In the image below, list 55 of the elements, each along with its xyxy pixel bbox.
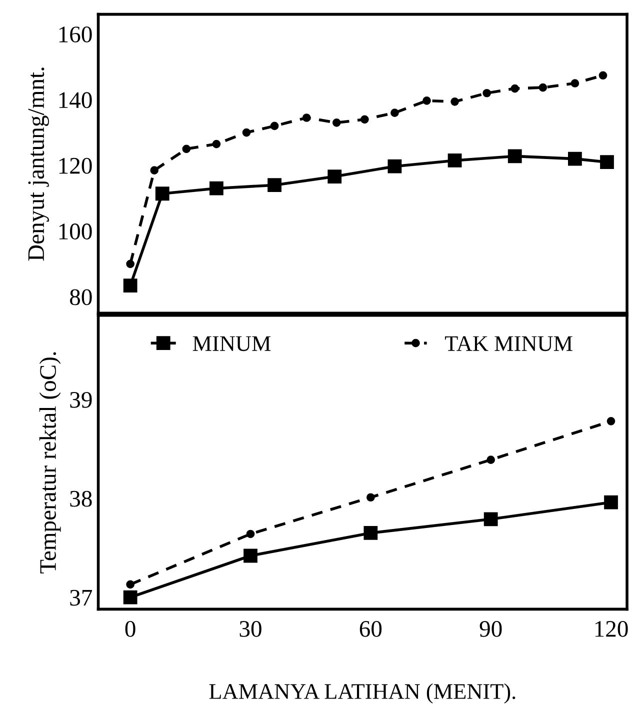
y-tick-label: 140 <box>59 92 92 108</box>
point <box>388 159 402 174</box>
point <box>600 155 614 170</box>
point <box>126 260 134 268</box>
point <box>209 181 224 196</box>
point <box>212 140 221 148</box>
point <box>422 96 431 105</box>
point <box>598 71 608 80</box>
point <box>302 114 311 122</box>
point <box>366 493 375 502</box>
point <box>126 580 134 589</box>
y-tick-label: 120 <box>59 158 92 174</box>
y-tick-label: 39 <box>70 392 92 408</box>
point <box>360 115 369 124</box>
point <box>606 417 616 426</box>
point <box>332 118 341 127</box>
point <box>268 178 282 192</box>
point <box>364 526 378 540</box>
point <box>328 170 342 184</box>
x-tick-label: 90 <box>480 620 502 637</box>
y-tick-label: 160 <box>59 26 92 42</box>
x-axis-title: LAMANYA LATIHAN (MENIT). <box>209 683 516 704</box>
point <box>123 590 138 604</box>
y-tick-label: 80 <box>70 289 92 306</box>
point <box>604 495 618 510</box>
y-tick-label: 37 <box>70 590 92 606</box>
point <box>508 149 522 164</box>
y-tick-label: 38 <box>70 490 92 507</box>
point <box>123 278 138 293</box>
y-axis-title: Temperatur rektal (oC). <box>39 352 61 574</box>
point <box>450 97 459 106</box>
point <box>270 122 279 130</box>
legend-label: MINUM <box>192 336 271 352</box>
point <box>182 144 191 154</box>
x-tick-label: 60 <box>360 620 382 637</box>
x-tick-label: 120 <box>595 620 628 637</box>
point <box>155 186 170 201</box>
point <box>486 456 495 464</box>
point <box>484 512 498 526</box>
point <box>448 154 462 168</box>
point <box>150 166 159 174</box>
point <box>482 88 491 98</box>
legend-label: TAK MINUM <box>444 336 572 352</box>
x-tick-label: 30 <box>240 620 262 637</box>
point <box>246 530 255 538</box>
point <box>538 83 548 92</box>
point <box>570 79 580 88</box>
point <box>242 128 251 137</box>
y-tick-label: 100 <box>59 224 92 240</box>
point <box>390 108 399 117</box>
y-axis-title: Denyut jantung/mnt. <box>28 68 49 261</box>
point <box>510 84 520 93</box>
x-tick-label: 0 <box>125 620 136 637</box>
point <box>244 548 258 563</box>
point <box>568 152 582 166</box>
